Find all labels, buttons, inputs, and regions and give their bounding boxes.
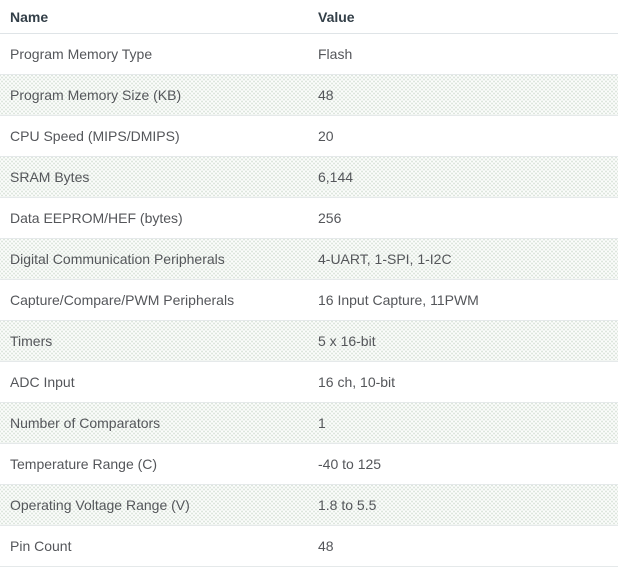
spec-value-cell: 16 ch, 10-bit — [308, 361, 618, 403]
spec-row: Program Memory Type Flash — [0, 33, 618, 75]
spec-row: ADC Input 16 ch, 10-bit — [0, 361, 618, 403]
spec-value-cell: 48 — [308, 525, 618, 567]
spec-row: Capture/Compare/PWM Peripherals 16 Input… — [0, 279, 618, 321]
spec-value-cell: 256 — [308, 197, 618, 239]
column-header-value: Value — [308, 0, 618, 34]
spec-name-cell: Capture/Compare/PWM Peripherals — [0, 279, 308, 321]
spec-table-header: Name Value — [0, 0, 618, 34]
spec-value-cell: 5 x 16-bit — [308, 320, 618, 362]
spec-value-cell: -40 to 125 — [308, 443, 618, 485]
spec-row: SRAM Bytes 6,144 — [0, 156, 618, 198]
spec-value-cell: 48 — [308, 74, 618, 116]
spec-row: Operating Voltage Range (V) 1.8 to 5.5 — [0, 484, 618, 526]
spec-name-cell: Timers — [0, 320, 308, 362]
spec-row: Data EEPROM/HEF (bytes) 256 — [0, 197, 618, 239]
spec-name-cell: Number of Comparators — [0, 402, 308, 444]
spec-row: Temperature Range (C) -40 to 125 — [0, 443, 618, 485]
column-header-name: Name — [0, 0, 308, 34]
spec-row: Digital Communication Peripherals 4-UART… — [0, 238, 618, 280]
spec-value-cell: 20 — [308, 115, 618, 157]
spec-value-cell: 16 Input Capture, 11PWM — [308, 279, 618, 321]
spec-row: Timers 5 x 16-bit — [0, 320, 618, 362]
spec-value-cell: 1.8 to 5.5 — [308, 484, 618, 526]
spec-name-cell: SRAM Bytes — [0, 156, 308, 198]
spec-table-body: Program Memory Type Flash Program Memory… — [0, 33, 618, 567]
spec-name-cell: Program Memory Size (KB) — [0, 74, 308, 116]
spec-value-cell: 6,144 — [308, 156, 618, 198]
spec-name-cell: Program Memory Type — [0, 33, 308, 75]
spec-row: Program Memory Size (KB) 48 — [0, 74, 618, 116]
spec-name-cell: Temperature Range (C) — [0, 443, 308, 485]
spec-name-cell: Digital Communication Peripherals — [0, 238, 308, 280]
spec-name-cell: Data EEPROM/HEF (bytes) — [0, 197, 308, 239]
spec-name-cell: Pin Count — [0, 525, 308, 567]
spec-name-cell: Operating Voltage Range (V) — [0, 484, 308, 526]
spec-value-cell: Flash — [308, 33, 618, 75]
spec-name-cell: ADC Input — [0, 361, 308, 403]
spec-row: CPU Speed (MIPS/DMIPS) 20 — [0, 115, 618, 157]
spec-row: Number of Comparators 1 — [0, 402, 618, 444]
spec-name-cell: CPU Speed (MIPS/DMIPS) — [0, 115, 308, 157]
spec-value-cell: 4-UART, 1-SPI, 1-I2C — [308, 238, 618, 280]
header-row: Name Value — [0, 0, 618, 34]
spec-row: Pin Count 48 — [0, 525, 618, 567]
spec-value-cell: 1 — [308, 402, 618, 444]
